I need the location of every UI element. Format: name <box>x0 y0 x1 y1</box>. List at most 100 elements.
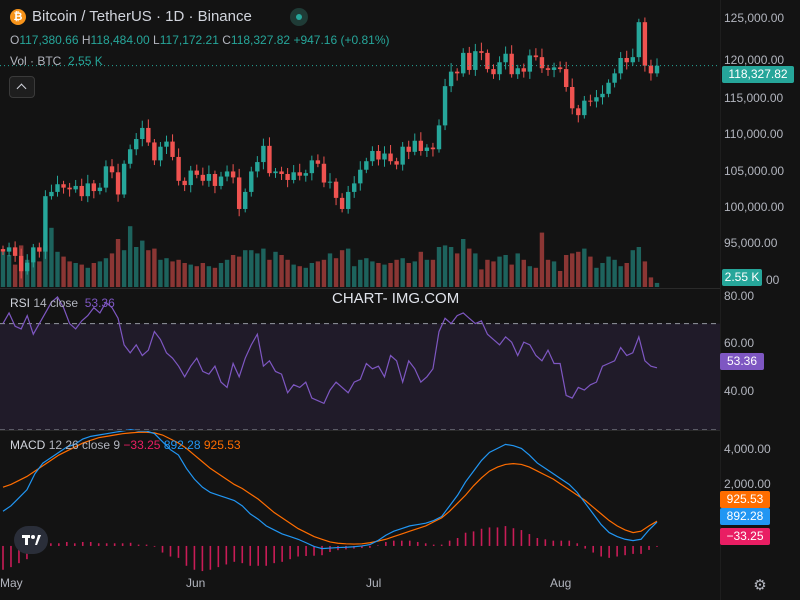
volume-bar <box>103 258 109 287</box>
candle-body <box>0 249 6 252</box>
volume-bar <box>134 247 139 287</box>
price-tick: 125,000.00 <box>724 11 785 25</box>
volume-bar <box>255 253 260 287</box>
volume-bar <box>376 263 381 287</box>
volume-bar <box>545 259 551 287</box>
volume-bar <box>339 250 345 287</box>
candle-body <box>146 127 151 143</box>
volume-bar <box>212 267 218 287</box>
candle-body <box>630 57 635 63</box>
volume-value: 2.55 K <box>68 54 103 68</box>
volume-bar <box>370 261 375 287</box>
tradingview-logo-icon[interactable] <box>14 526 48 554</box>
candle-body <box>158 146 163 161</box>
rsi-tick: 80.00 <box>724 289 755 303</box>
volume-bar <box>467 248 472 287</box>
rsi-line <box>2 296 658 405</box>
volume-bar <box>418 251 424 287</box>
price-tick: 120,000.00 <box>724 53 785 67</box>
candle-body <box>364 161 369 170</box>
volume-bar <box>600 263 605 287</box>
candle-body <box>115 172 121 195</box>
candle-body <box>152 142 157 161</box>
candle-body <box>91 183 97 192</box>
volume-bar <box>521 259 526 287</box>
candle-body <box>358 169 363 184</box>
volume-bar <box>243 250 248 287</box>
rsi-tick: 60.00 <box>724 336 755 350</box>
candle-body <box>563 69 569 87</box>
volume-bar <box>533 267 539 287</box>
candle-body <box>588 100 593 102</box>
macd-tick: 2,000.00 <box>724 477 771 491</box>
collapse-legend-button[interactable] <box>9 76 35 98</box>
price-tick: 100,000.00 <box>724 200 785 214</box>
volume-bar <box>406 263 411 287</box>
volume-bar <box>206 266 212 287</box>
candle-body <box>255 162 260 172</box>
volume-bar <box>200 263 206 287</box>
market-status-icon[interactable] <box>290 8 308 26</box>
volume-bar <box>249 250 254 287</box>
volume-bar <box>115 239 121 287</box>
candle-body <box>243 191 248 209</box>
volume-bar <box>588 256 593 287</box>
candle-body <box>479 51 484 53</box>
candle-body <box>303 173 308 176</box>
candle-body <box>212 174 218 186</box>
candle-body <box>43 196 48 252</box>
candle-body <box>557 67 563 70</box>
candle-body <box>297 172 302 176</box>
candle-body <box>188 170 193 186</box>
candle-body <box>140 127 145 140</box>
volume-bar <box>485 259 490 287</box>
volume-bar <box>273 251 278 287</box>
volume-bar <box>424 259 430 287</box>
volume-bar <box>497 256 502 287</box>
chart-canvas[interactable] <box>0 0 720 600</box>
volume-bar <box>0 251 6 287</box>
volume-bar <box>563 255 569 287</box>
volume-bar <box>79 264 84 287</box>
candle-body <box>642 22 648 66</box>
volume-bar <box>12 264 18 287</box>
macd-signal-value: 925.53 <box>203 438 241 452</box>
candle-body <box>273 171 278 174</box>
volume-bar <box>109 253 115 287</box>
high-value: 118,484.00 <box>90 33 150 47</box>
candle-body <box>321 163 327 183</box>
volume-bar <box>382 264 387 287</box>
candle-body <box>636 22 642 58</box>
candle-body <box>97 187 103 192</box>
candle-body <box>461 52 466 74</box>
volume-bar <box>267 259 272 287</box>
volume-bar <box>121 250 127 287</box>
volume-bar <box>309 263 315 287</box>
ohlc-legend: O117,380.66 H118,484.00 L117,172.21 C118… <box>10 33 390 47</box>
symbol-title[interactable]: Bitcoin / TetherUS · 1D · Binance <box>32 8 252 25</box>
volume-bar <box>527 266 533 287</box>
volume-bar <box>279 255 284 287</box>
candle-body <box>442 86 448 126</box>
candle-body <box>533 55 539 58</box>
candle-body <box>412 140 417 152</box>
candle-body <box>515 68 520 75</box>
volume-bar <box>303 267 308 287</box>
candle-body <box>285 174 290 180</box>
candle-body <box>261 145 266 163</box>
candle-body <box>37 247 42 252</box>
candle-body <box>551 67 557 70</box>
candle-body <box>279 171 284 174</box>
candle-body <box>67 187 72 190</box>
candle-body <box>79 185 84 197</box>
price-tick: 00 <box>766 273 780 287</box>
volume-bar <box>315 261 321 287</box>
candle-body <box>339 197 345 209</box>
candle-body <box>182 180 187 186</box>
candle-body <box>134 139 139 150</box>
gear-icon[interactable]: ⚙ <box>753 577 767 594</box>
candle-body <box>49 191 54 197</box>
pane-divider[interactable] <box>0 288 720 289</box>
volume-bar <box>85 267 90 287</box>
pane-divider[interactable] <box>0 430 720 431</box>
